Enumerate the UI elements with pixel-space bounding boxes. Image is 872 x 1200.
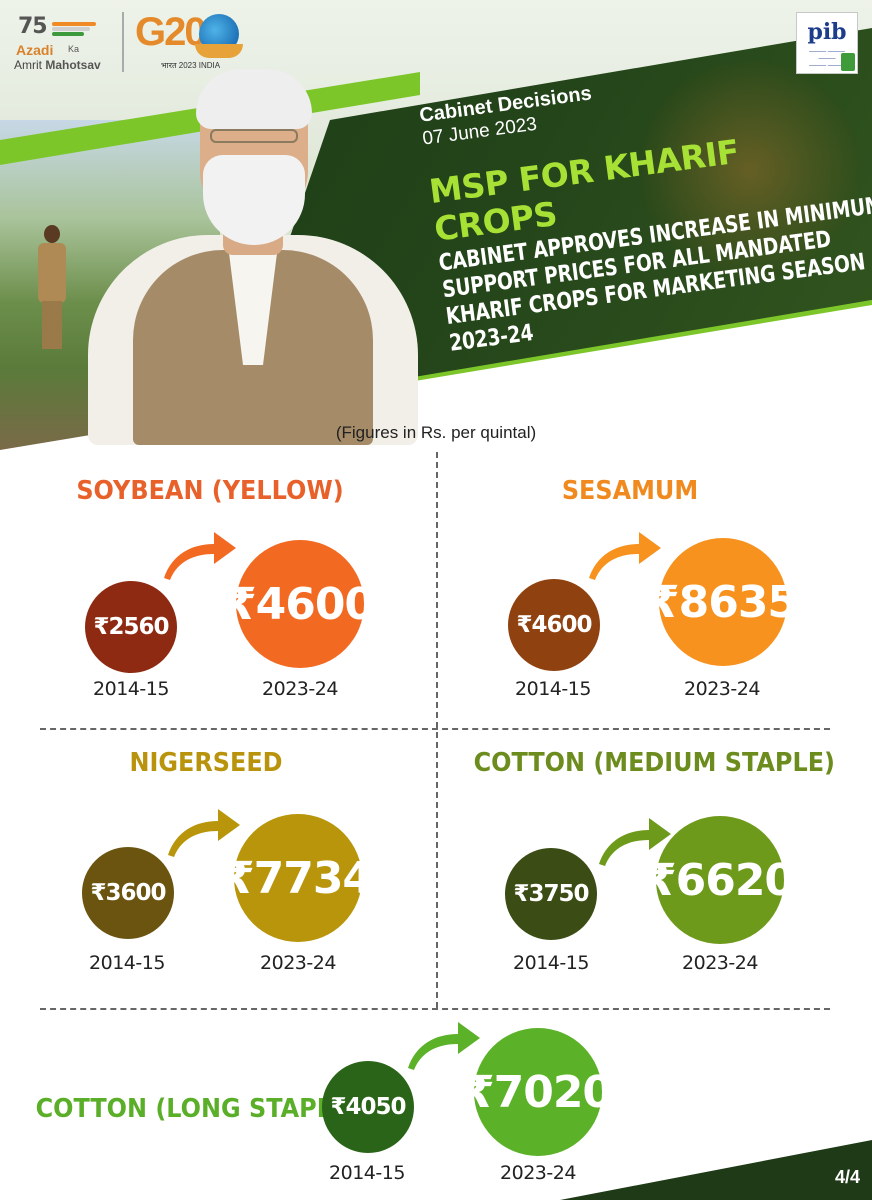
divider-vertical <box>436 452 438 1008</box>
msp-2014-circle: ₹4050 <box>322 1061 414 1153</box>
crop-title: SOYBEAN (YELLOW) <box>72 476 348 506</box>
divider-horizontal-1 <box>40 728 830 730</box>
g20-logo: G20 भारत 2023 INDIA <box>135 10 255 72</box>
azadi-ka-amrit-mahotsav-logo: 75 Azadi Ka Amrit Mahotsav <box>14 14 114 74</box>
msp-2014-circle: ₹2560 <box>85 581 177 673</box>
header-banner: 75 Azadi Ka Amrit Mahotsav G20 भारत 2023… <box>0 0 872 450</box>
msp-2023-circle: ₹7020 <box>474 1028 602 1156</box>
logo-divider <box>122 12 124 72</box>
year-label-old: 2014-15 <box>498 678 608 700</box>
year-label-new: 2023-24 <box>243 952 353 974</box>
msp-2023-circle: ₹7734 <box>234 814 362 942</box>
crop-title: SESAMUM <box>492 476 768 506</box>
figures-note: (Figures in Rs. per quintal) <box>0 423 872 443</box>
crop-title: COTTON (LONG STAPLE) <box>36 1094 303 1124</box>
year-label-old: 2014-15 <box>72 952 182 974</box>
lotus-icon <box>195 44 243 58</box>
crop-title: COTTON (MEDIUM STAPLE) <box>474 748 787 778</box>
year-label-old: 2014-15 <box>312 1162 422 1184</box>
year-label-new: 2023-24 <box>665 952 775 974</box>
year-label-new: 2023-24 <box>483 1162 593 1184</box>
page-number: 4/4 <box>835 1167 860 1188</box>
msp-2014-circle: ₹3600 <box>82 847 174 939</box>
farmer-figure-image <box>32 225 72 350</box>
divider-horizontal-2 <box>40 1008 830 1010</box>
msp-2023-circle: ₹8635 <box>659 538 787 666</box>
msp-2023-circle: ₹6620 <box>656 816 784 944</box>
year-label-new: 2023-24 <box>245 678 355 700</box>
msp-2014-circle: ₹4600 <box>508 579 600 671</box>
crop-title: NIGERSEED <box>68 748 344 778</box>
portrait-image <box>88 55 428 440</box>
msp-2023-circle: ₹4600 <box>236 540 364 668</box>
year-label-old: 2014-15 <box>496 952 606 974</box>
msp-2014-circle: ₹3750 <box>505 848 597 940</box>
year-label-old: 2014-15 <box>76 678 186 700</box>
increase-arrow-icon <box>158 528 238 584</box>
tricolor-icon <box>52 22 100 36</box>
year-label-new: 2023-24 <box>667 678 777 700</box>
